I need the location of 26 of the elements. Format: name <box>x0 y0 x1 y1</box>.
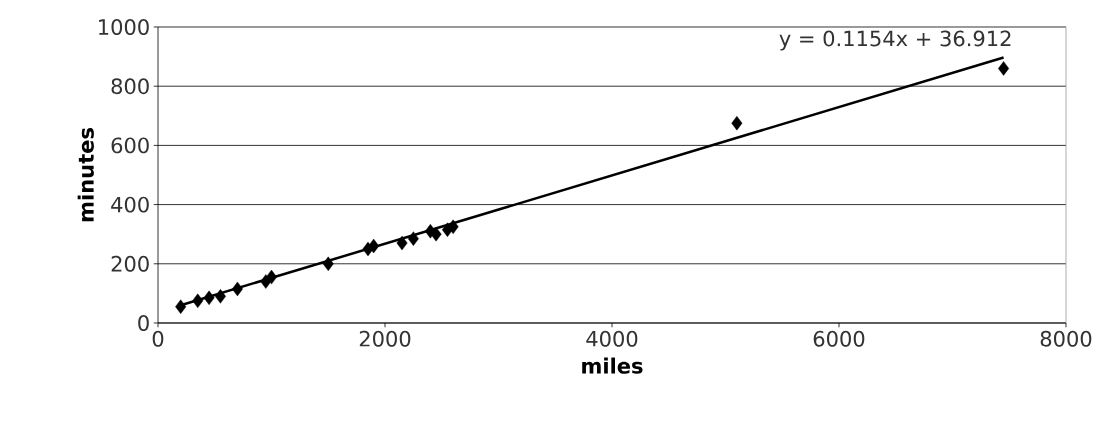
y-tick-label: 400 <box>111 196 149 213</box>
x-tick-label: 0 <box>152 330 164 347</box>
point <box>368 238 380 254</box>
x-tick-label: 4000 <box>586 330 638 347</box>
annotation: y = 0.1154x + 36.912 <box>779 30 1011 51</box>
x-tick-label: 6000 <box>813 330 865 347</box>
point <box>203 290 215 306</box>
y-tick-label: 600 <box>111 137 149 154</box>
point <box>407 231 419 246</box>
point <box>731 115 743 131</box>
x-axis-title: miles <box>582 357 643 374</box>
y-axis-title: minutes <box>77 128 94 222</box>
point <box>998 61 1010 76</box>
point <box>192 293 204 308</box>
point <box>447 219 459 234</box>
x-tick-label: 8000 <box>1040 330 1092 347</box>
point <box>214 289 226 304</box>
y-tick-label: 800 <box>111 78 149 95</box>
x-tick-label: 2000 <box>359 330 411 347</box>
y-tick-label: 1000 <box>99 19 149 35</box>
point <box>430 226 442 242</box>
y-tick-label: 200 <box>111 255 149 272</box>
y-tick-label: 0 <box>138 315 149 331</box>
point <box>175 299 187 314</box>
point <box>396 235 408 251</box>
point <box>322 256 334 271</box>
